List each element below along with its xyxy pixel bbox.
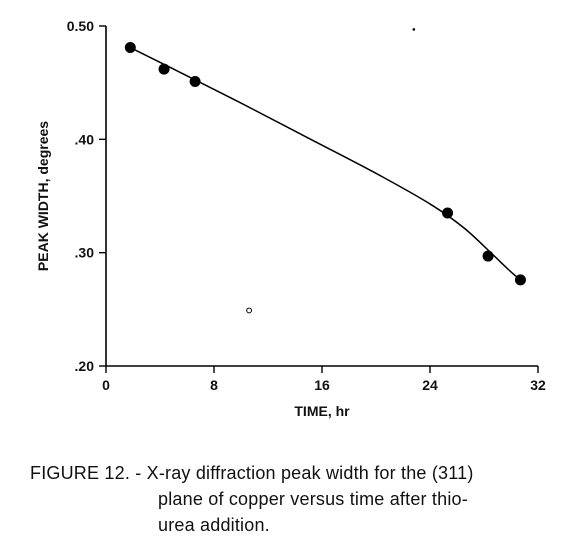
svg-text:24: 24 [422, 377, 438, 393]
svg-text:.30: .30 [75, 245, 95, 261]
svg-text:.40: .40 [75, 131, 95, 147]
xrd-peak-width-chart: 0 8 16 24 32 .20 .30 .40 0.50 TIME, hr PEAK WIDTH,… [20, 10, 560, 430]
svg-text:PEAK WIDTH, degrees: PEAK WIDTH, degrees [35, 121, 51, 271]
svg-text:0.50: 0.50 [67, 18, 94, 34]
svg-text:8: 8 [210, 377, 218, 393]
caption-lead: FIGURE 12. - [30, 463, 147, 483]
svg-text:16: 16 [314, 377, 330, 393]
caption-line3: urea addition. [30, 512, 550, 538]
figure-caption: FIGURE 12. - X-ray diffraction peak widt… [30, 460, 550, 538]
svg-text:32: 32 [530, 377, 546, 393]
caption-line1: X-ray diffraction peak width for the (31… [147, 463, 474, 483]
svg-text:0: 0 [102, 377, 110, 393]
caption-line2: plane of copper versus time after thio- [30, 486, 550, 512]
svg-text:TIME, hr: TIME, hr [294, 403, 350, 419]
svg-text:.20: .20 [75, 358, 95, 374]
